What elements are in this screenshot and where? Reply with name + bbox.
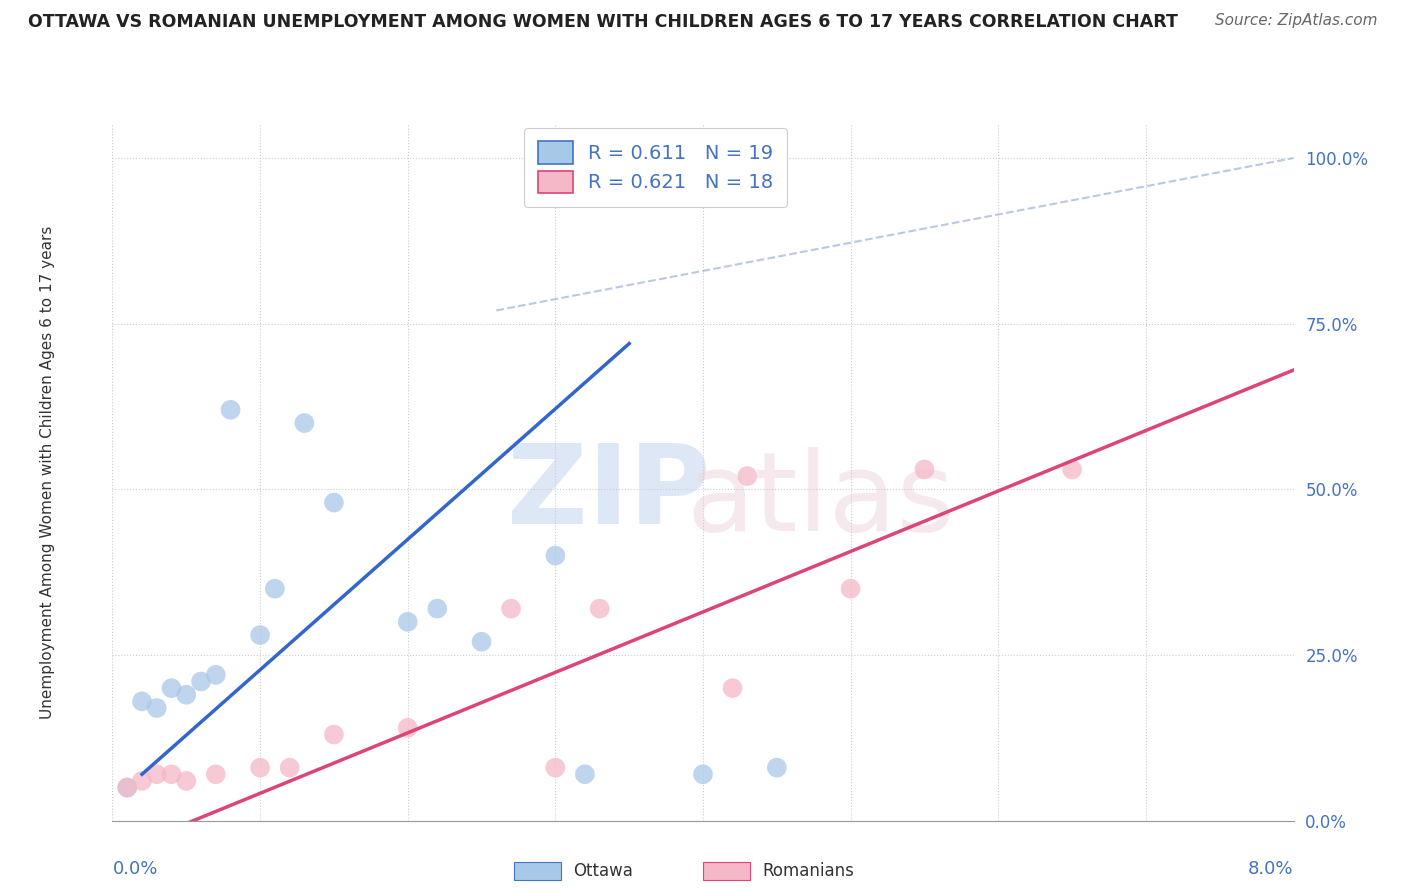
Point bbox=[249, 761, 271, 775]
Point bbox=[1062, 462, 1084, 476]
Text: Source: ZipAtlas.com: Source: ZipAtlas.com bbox=[1215, 13, 1378, 29]
Point bbox=[117, 780, 138, 795]
Point bbox=[544, 761, 567, 775]
Point bbox=[190, 674, 212, 689]
Point bbox=[174, 688, 197, 702]
Text: OTTAWA VS ROMANIAN UNEMPLOYMENT AMONG WOMEN WITH CHILDREN AGES 6 TO 17 YEARS COR: OTTAWA VS ROMANIAN UNEMPLOYMENT AMONG WO… bbox=[28, 13, 1178, 31]
Point bbox=[205, 767, 228, 781]
Point bbox=[160, 767, 183, 781]
Point bbox=[323, 495, 346, 509]
Point bbox=[205, 668, 228, 682]
Point bbox=[471, 634, 494, 648]
Text: 0.0%: 0.0% bbox=[112, 861, 157, 879]
Point bbox=[146, 701, 169, 715]
Point bbox=[765, 761, 787, 775]
Text: Romanians: Romanians bbox=[762, 863, 853, 880]
Point bbox=[544, 549, 567, 563]
Legend: R = 0.611   N = 19, R = 0.621   N = 18: R = 0.611 N = 19, R = 0.621 N = 18 bbox=[524, 128, 787, 207]
Bar bbox=[703, 863, 751, 880]
Point bbox=[588, 601, 610, 615]
Point bbox=[396, 615, 419, 629]
Point bbox=[131, 694, 153, 708]
Text: atlas: atlas bbox=[688, 447, 955, 554]
Point bbox=[501, 601, 523, 615]
Point bbox=[839, 582, 862, 596]
Point bbox=[160, 681, 183, 695]
Point bbox=[278, 761, 301, 775]
Text: 8.0%: 8.0% bbox=[1249, 861, 1294, 879]
Point bbox=[174, 773, 197, 788]
Point bbox=[396, 721, 419, 735]
Point bbox=[117, 780, 138, 795]
Point bbox=[249, 628, 271, 642]
Point bbox=[692, 767, 714, 781]
Point bbox=[292, 416, 315, 430]
Text: Ottawa: Ottawa bbox=[574, 863, 633, 880]
Point bbox=[131, 773, 153, 788]
Text: ZIP: ZIP bbox=[506, 440, 710, 547]
Point bbox=[721, 681, 744, 695]
Point bbox=[323, 727, 346, 741]
Point bbox=[737, 469, 759, 483]
Point bbox=[146, 767, 169, 781]
Bar bbox=[515, 863, 561, 880]
Point bbox=[426, 601, 449, 615]
Point bbox=[574, 767, 596, 781]
Point bbox=[914, 462, 936, 476]
Point bbox=[219, 402, 242, 417]
Text: Unemployment Among Women with Children Ages 6 to 17 years: Unemployment Among Women with Children A… bbox=[39, 226, 55, 720]
Point bbox=[264, 582, 287, 596]
